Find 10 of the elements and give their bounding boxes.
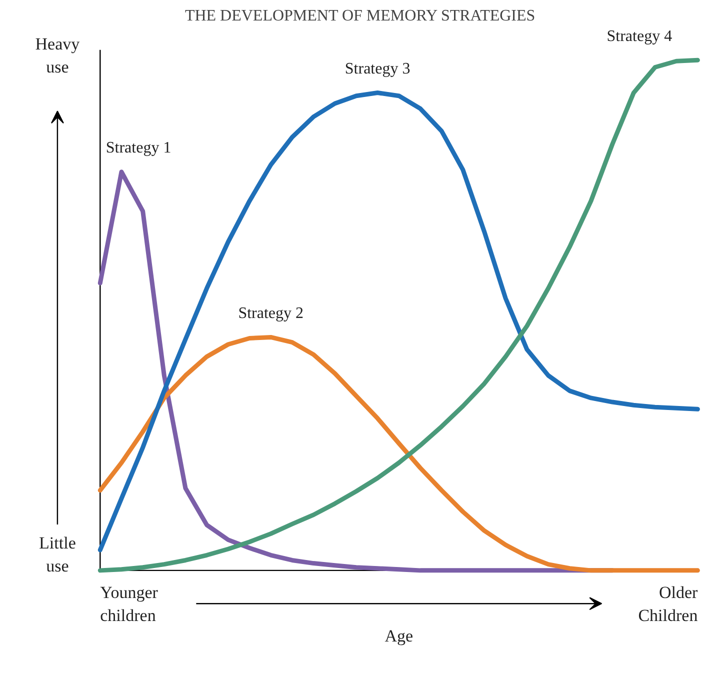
x-axis-title: Age [384, 626, 414, 646]
series-label: Strategy 3 [344, 60, 410, 78]
series-label: Strategy 4 [606, 28, 672, 45]
chart-title: THE DEVELOPMENT OF MEMORY STRATEGIES [184, 8, 536, 24]
text: Little use [39, 534, 76, 576]
text: Older Children [638, 583, 698, 625]
series-label: Strategy 1 [106, 140, 172, 157]
text: Younger children [100, 583, 158, 625]
series-label: Strategy 2 [238, 304, 304, 322]
text: Heavy use [35, 34, 80, 76]
